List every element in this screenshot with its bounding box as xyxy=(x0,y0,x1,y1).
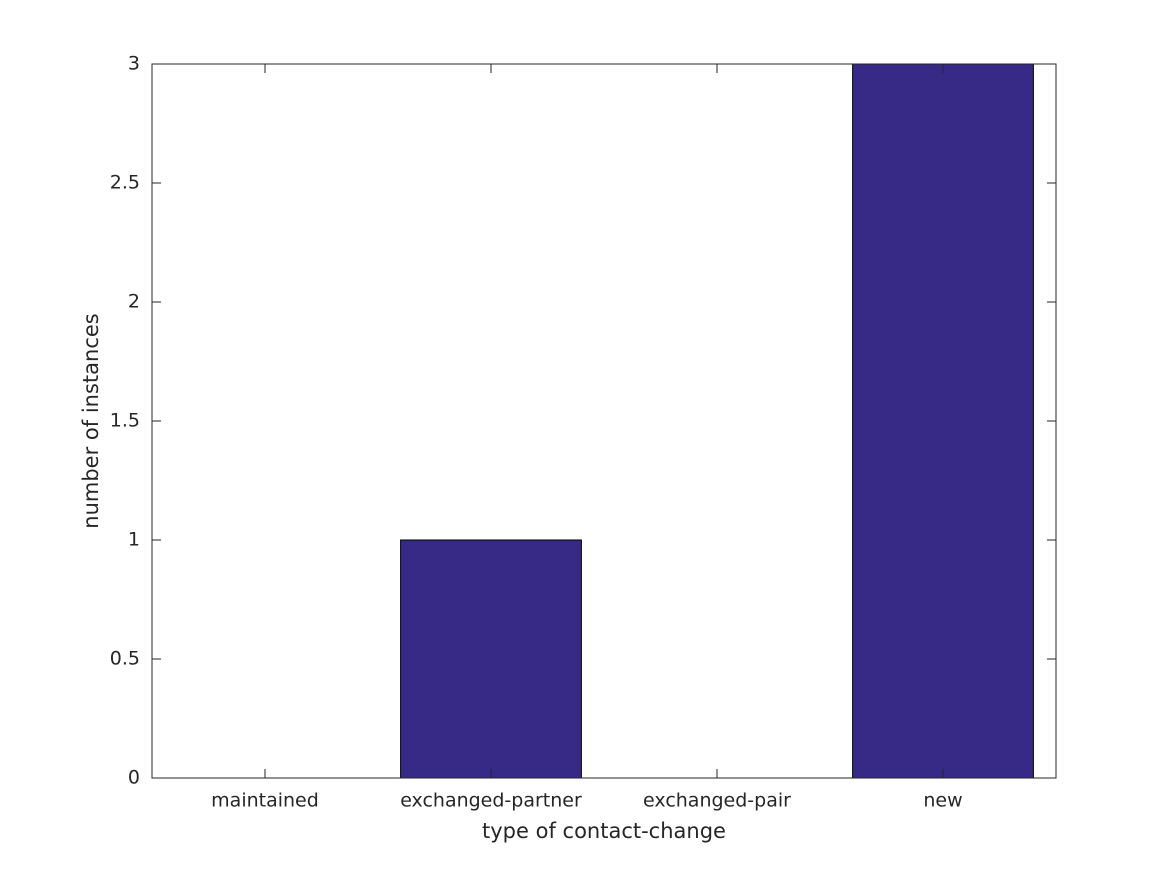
plot-frame xyxy=(151,63,1057,779)
y-tick-label: 3 xyxy=(128,53,140,75)
y-tick-label: 2.5 xyxy=(110,172,140,194)
x-tick-label: exchanged-partner xyxy=(400,790,582,812)
y-tick-label: 2 xyxy=(128,291,140,313)
bar xyxy=(852,63,1034,779)
y-tick-label: 1 xyxy=(128,529,140,551)
y-tick-label: 1.5 xyxy=(110,410,140,432)
bar xyxy=(400,539,582,779)
x-tick-label: exchanged-pair xyxy=(643,790,791,812)
x-tick-label: new xyxy=(923,790,962,812)
x-tick-label: maintained xyxy=(211,790,319,812)
y-tick-label: 0.5 xyxy=(110,648,140,670)
x-axis-label: type of contact-change xyxy=(482,819,726,843)
y-tick-label: 0 xyxy=(128,767,140,789)
y-axis-label: number of instances xyxy=(79,313,103,528)
